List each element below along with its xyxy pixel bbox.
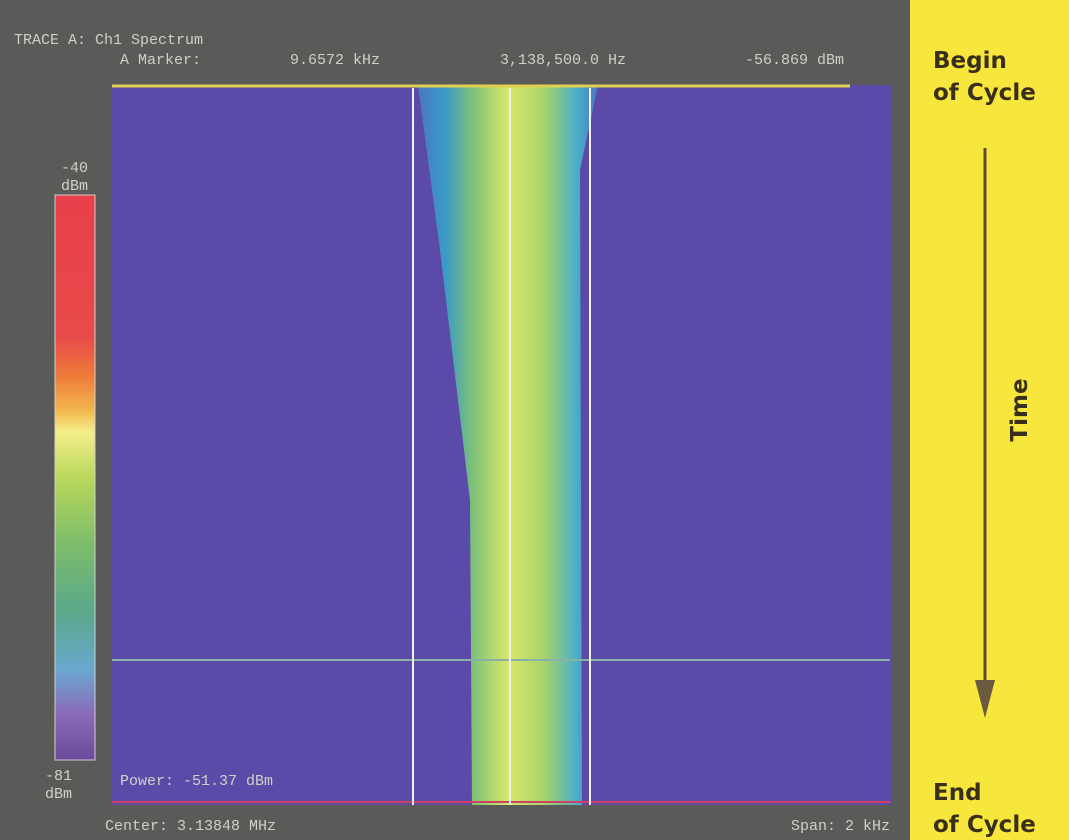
scale-top-unit: dBm	[61, 178, 88, 195]
begin-label: of Cycle	[933, 80, 1036, 106]
color-scale	[55, 195, 95, 760]
begin-label: Begin	[933, 48, 1007, 74]
time-label: Time	[1007, 378, 1033, 441]
scale-top: -40	[61, 160, 88, 177]
power-readout: Power: -51.37 dBm	[120, 773, 273, 790]
marker-frequency: 3,138,500.0 Hz	[500, 52, 626, 69]
marker-label: A Marker:	[120, 52, 201, 69]
trace-title: TRACE A: Ch1 Spectrum	[14, 32, 203, 49]
marker-level: -56.869 dBm	[745, 52, 844, 69]
time-arrow-head	[975, 680, 995, 718]
scale-bottom: -81	[45, 768, 72, 785]
end-label: of Cycle	[933, 812, 1036, 838]
marker-offset: 9.6572 kHz	[290, 52, 380, 69]
span: Span: 2 kHz	[791, 818, 890, 835]
end-label: End	[933, 780, 982, 806]
scale-bottom-unit: dBm	[45, 786, 72, 803]
page: TRACE A: Ch1 Spectrum A Marker: 9.6572 k…	[0, 0, 1069, 840]
center-frequency: Center: 3.13848 MHz	[105, 818, 276, 835]
